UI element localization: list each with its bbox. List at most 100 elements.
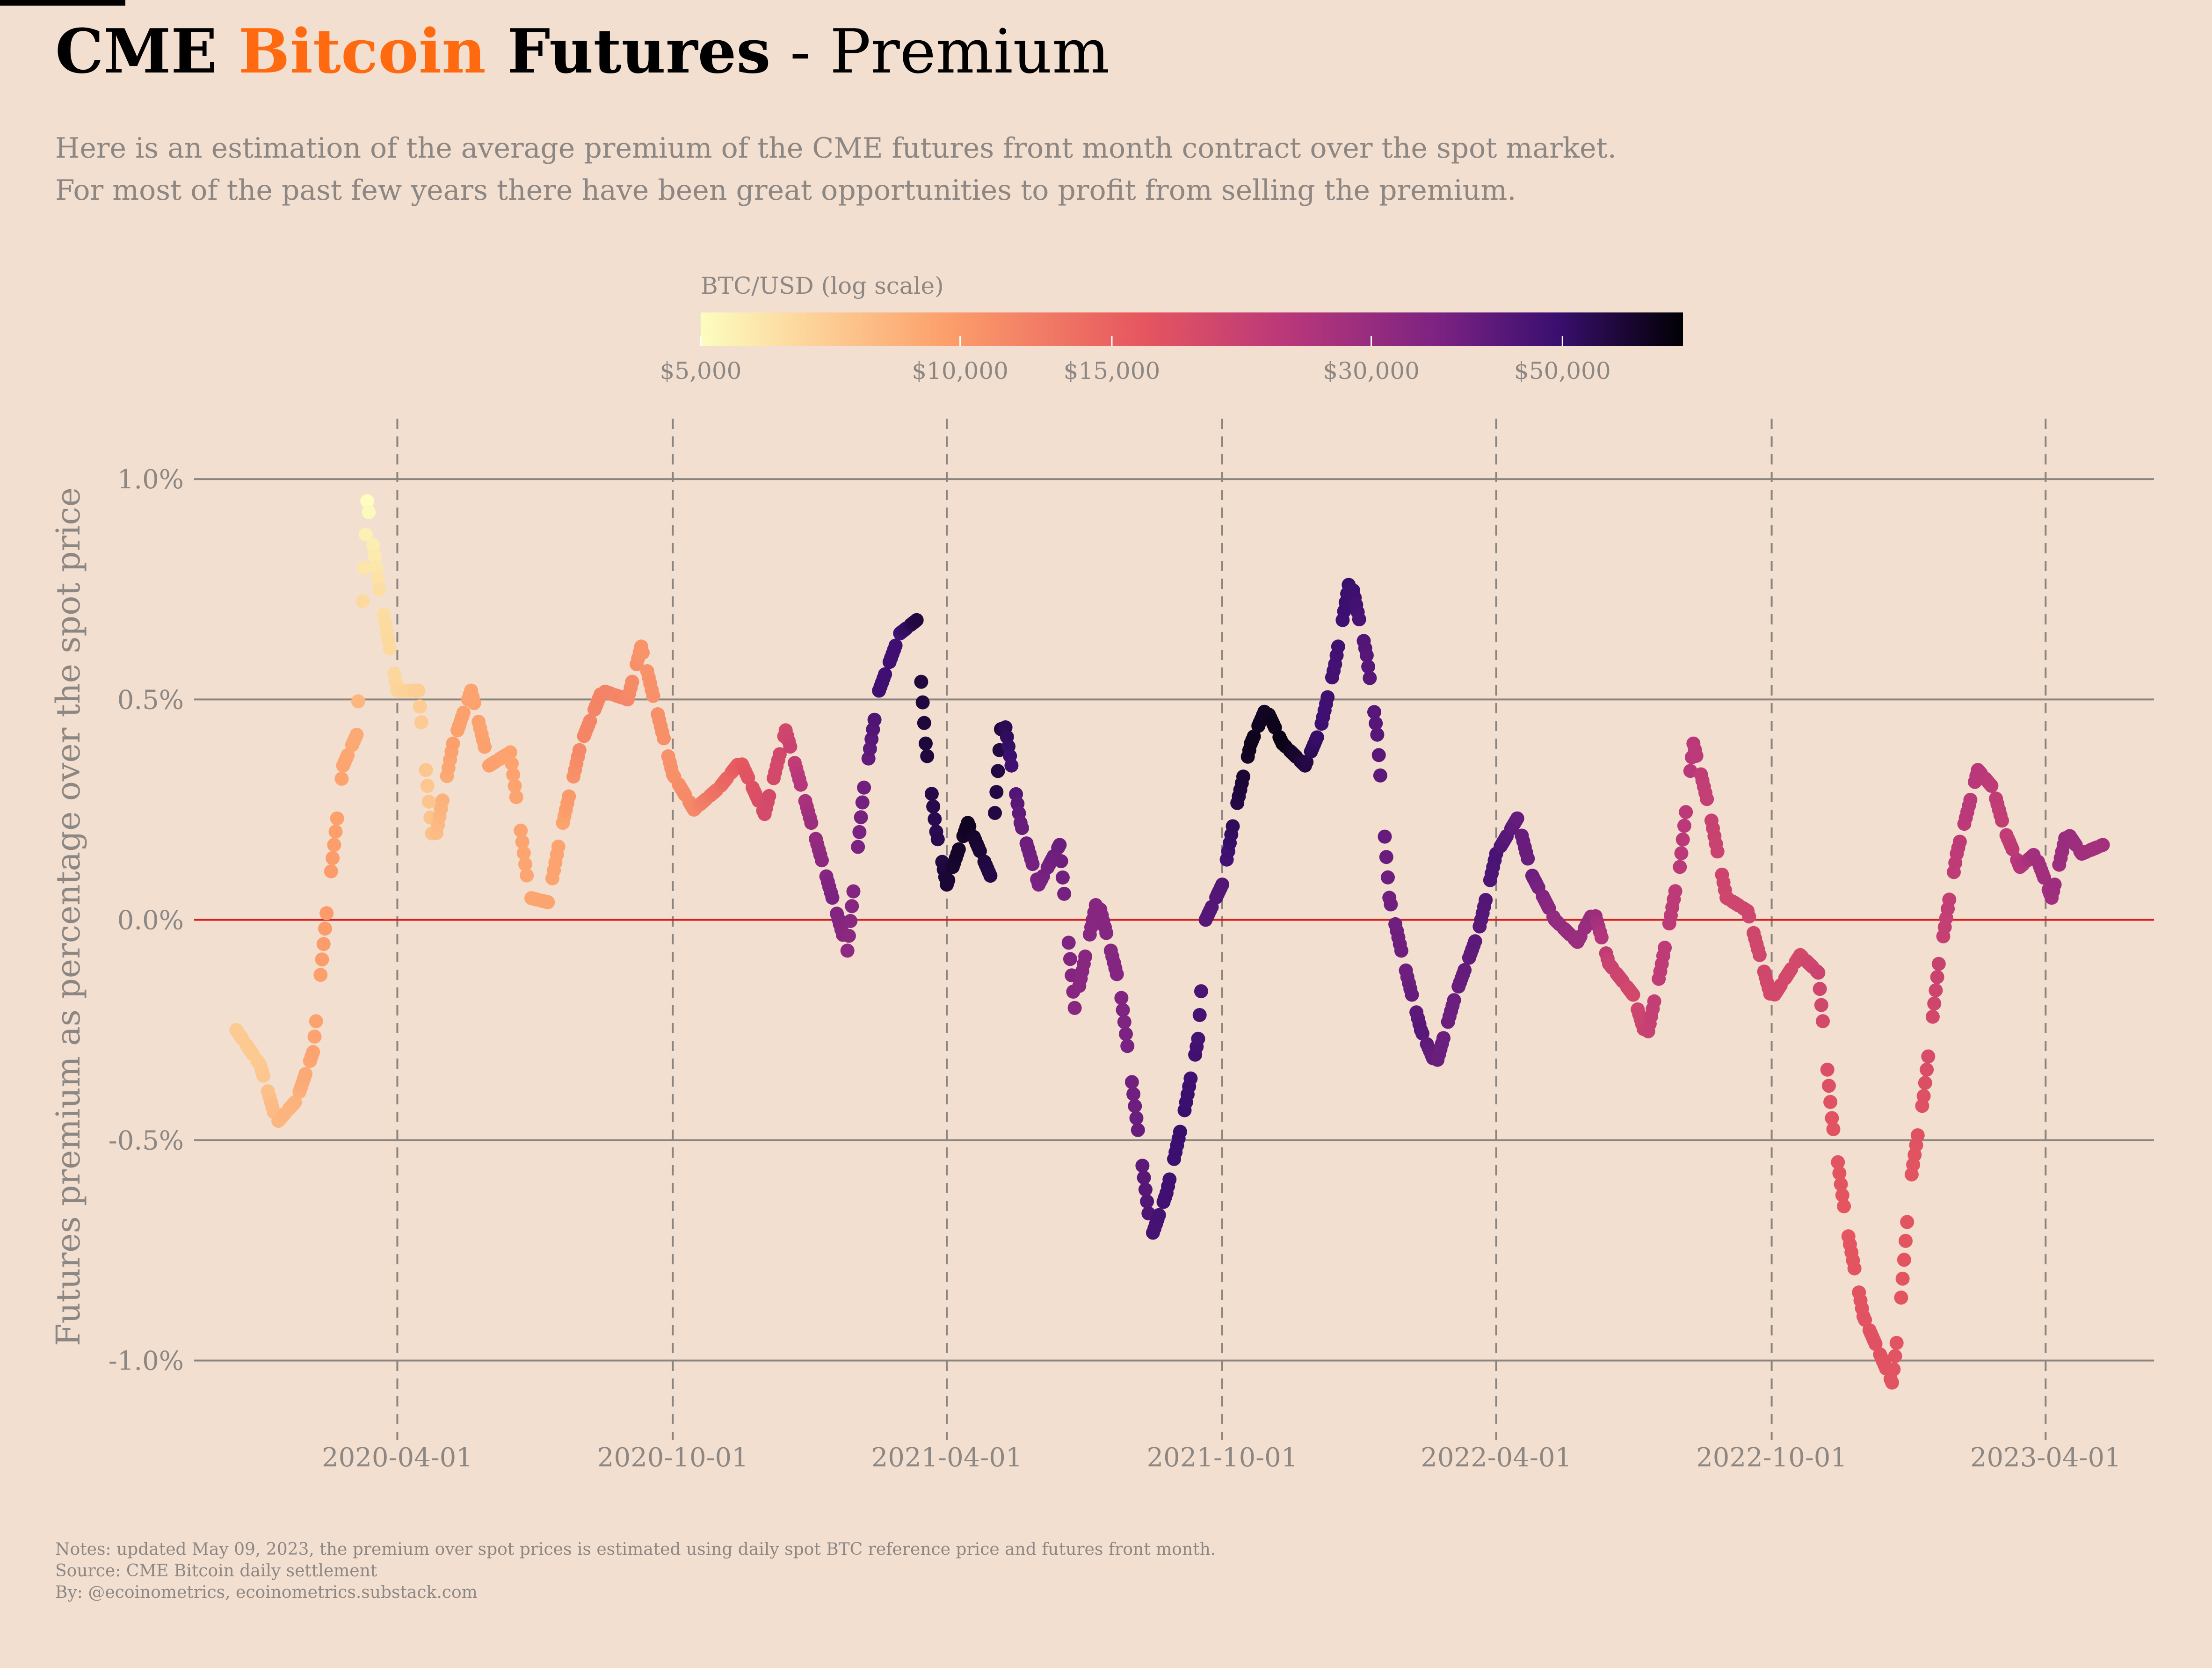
data-point: [1831, 1155, 1845, 1169]
grid-lines: [194, 419, 2154, 1440]
data-point: [1114, 991, 1129, 1005]
colorbar-tick-label: $5,000: [660, 357, 742, 384]
data-point: [1916, 1089, 1931, 1103]
data-point: [520, 868, 534, 883]
data-point: [324, 864, 338, 878]
data-point: [1352, 612, 1366, 626]
data-point: [422, 794, 436, 809]
x-tick-label: 2021-10-01: [1147, 1443, 1298, 1473]
data-point: [888, 638, 903, 653]
data-point: [1379, 850, 1393, 864]
data-point: [1834, 1177, 1848, 1191]
data-point: [1117, 1015, 1131, 1029]
data-point: [1868, 1337, 1883, 1351]
data-point: [1381, 870, 1395, 885]
data-point: [1052, 838, 1067, 852]
data-point: [551, 840, 566, 854]
data-point: [2047, 878, 2062, 892]
data-point: [316, 937, 331, 951]
data-point: [411, 683, 426, 698]
subtitle: Here is an estimation of the average pre…: [55, 127, 1617, 211]
data-point: [1247, 729, 1261, 744]
data-point: [1814, 998, 1828, 1012]
data-point: [355, 594, 370, 609]
y-tick-label: 0.0%: [117, 905, 184, 936]
x-tick-label: 2022-04-01: [1421, 1443, 1572, 1473]
data-point: [1015, 821, 1029, 835]
data-point: [1371, 748, 1386, 762]
data-point: [1236, 769, 1250, 784]
data-point: [962, 819, 977, 834]
data-point: [1820, 1062, 1835, 1077]
data-point: [414, 715, 428, 730]
data-point: [1370, 727, 1385, 742]
y-tick-label: 1.0%: [117, 464, 184, 495]
data-point: [1811, 965, 1826, 980]
data-point: [1521, 851, 1535, 866]
data-point: [330, 811, 344, 826]
data-point: [1889, 1336, 1904, 1350]
data-point: [857, 780, 871, 795]
data-point: [514, 823, 528, 838]
data-point: [1920, 1062, 1934, 1077]
data-point: [1658, 941, 1672, 955]
data-point: [1888, 1349, 1902, 1363]
data-point: [917, 716, 931, 730]
data-point: [909, 613, 924, 627]
data-point: [1099, 926, 1114, 940]
top-accent-bar: [0, 0, 125, 6]
colorbar-tick-label: $15,000: [1064, 357, 1160, 384]
data-point: [515, 834, 529, 849]
data-point: [646, 689, 660, 703]
data-point: [914, 674, 928, 689]
data-point: [924, 787, 939, 801]
data-point: [1063, 952, 1077, 966]
data-point: [1384, 897, 1398, 912]
data-point: [360, 494, 375, 508]
data-point: [1162, 1172, 1177, 1187]
data-point: [467, 696, 481, 711]
data-point: [370, 571, 385, 586]
data-point: [1131, 1123, 1145, 1137]
data-point: [1927, 996, 1942, 1011]
data-point: [509, 790, 523, 805]
data-points: [229, 494, 2110, 1390]
data-point: [843, 914, 858, 928]
data-point: [1742, 909, 1756, 924]
data-point: [772, 747, 787, 761]
data-point: [878, 667, 892, 682]
data-point: [1367, 705, 1381, 719]
data-point: [1310, 730, 1324, 745]
data-point: [2096, 838, 2110, 852]
data-point: [815, 853, 829, 868]
data-point: [852, 825, 867, 839]
x-tick-label: 2023-04-01: [1970, 1443, 2121, 1473]
data-point: [1191, 1031, 1205, 1046]
data-point: [1140, 1194, 1154, 1209]
data-point: [518, 857, 532, 871]
colorbar-tick-label: $10,000: [912, 357, 1008, 384]
title-part-cme: CME: [55, 15, 239, 87]
data-point: [1320, 690, 1335, 704]
data-point: [508, 779, 522, 793]
data-point: [1963, 793, 1978, 807]
data-point: [1067, 1001, 1082, 1015]
data-point: [506, 768, 521, 782]
data-point: [1821, 1079, 1836, 1093]
y-tick-label: 0.5%: [117, 685, 184, 715]
data-point: [420, 779, 435, 793]
data-point: [1677, 819, 1691, 833]
data-point: [1910, 1128, 1925, 1143]
data-point: [315, 952, 329, 967]
data-point: [1925, 1009, 1940, 1024]
data-point: [919, 736, 933, 751]
data-point: [334, 771, 349, 786]
data-point: [1299, 755, 1314, 769]
title-part-bitcoin: Bitcoin: [238, 15, 486, 87]
data-point: [1119, 1027, 1133, 1041]
data-point: [989, 785, 1004, 799]
data-point: [625, 674, 639, 689]
data-point: [1826, 1122, 1841, 1136]
data-point: [362, 505, 376, 519]
